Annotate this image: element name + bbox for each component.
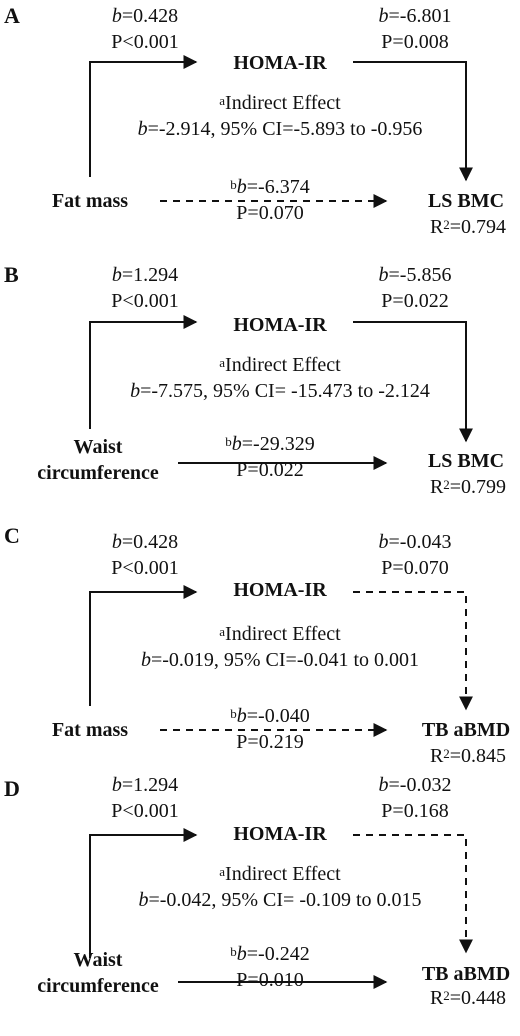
- indirect-effect-stats: b=-7.575, 95% CI= -15.473 to -2.124: [130, 380, 430, 402]
- direct-effect-p-value: P=0.022: [236, 459, 304, 481]
- indirect-effect-stats: b=-0.019, 95% CI=-0.041 to 0.001: [140, 649, 420, 671]
- panel-letter: C: [4, 523, 20, 548]
- predictor-node-line-2: circumference: [37, 975, 159, 997]
- outcome-node: LS BMC: [427, 450, 505, 472]
- r-squared: R2=0.794: [429, 216, 507, 238]
- panel-letter: A: [4, 3, 20, 28]
- predictor-node-line-1: Waist: [73, 949, 123, 971]
- direct-effect-coefficient: bb=-0.242: [230, 943, 310, 965]
- path-b-coefficient: b=-5.856: [378, 264, 452, 286]
- path-b-p-value: P=0.070: [381, 557, 449, 579]
- panel-c: C b=0.428 P<0.001 b=-0.043 P=0.070 HOMA-…: [0, 518, 520, 777]
- panel-letter: B: [4, 262, 19, 287]
- direct-effect-coefficient: bb=-0.040: [230, 705, 310, 727]
- path-a-arrow: [89, 828, 198, 958]
- path-b-arrow: [353, 61, 473, 182]
- indirect-effect-stats: b=-2.914, 95% CI=-5.893 to -0.956: [137, 118, 423, 140]
- path-a-arrow: [89, 55, 198, 177]
- path-a-p-value: P<0.001: [111, 31, 179, 53]
- path-a-coefficient: b=1.294: [111, 774, 179, 796]
- path-a-arrow: [89, 315, 198, 429]
- predictor-node-line-2: circumference: [37, 462, 159, 484]
- path-b-coefficient: b=-0.032: [378, 774, 452, 796]
- path-a-arrow: [89, 585, 198, 706]
- path-b-coefficient: b=-0.043: [378, 531, 452, 553]
- path-a-p-value: P<0.001: [111, 800, 179, 822]
- outcome-node: TB aBMD: [421, 719, 511, 741]
- predictor-node-line-1: Waist: [73, 436, 123, 458]
- direct-effect-p-value: P=0.010: [236, 969, 304, 991]
- outcome-node: LS BMC: [427, 190, 505, 212]
- r-squared: R2=0.799: [429, 476, 507, 498]
- path-b-p-value: P=0.168: [381, 800, 449, 822]
- path-a-p-value: P<0.001: [111, 290, 179, 312]
- indirect-effect-title: aIndirect Effect: [219, 354, 341, 376]
- indirect-effect-title: aIndirect Effect: [219, 92, 341, 114]
- panel-d: D b=1.294 P<0.001 b=-0.032 P=0.168 HOMA-…: [0, 774, 520, 1036]
- indirect-effect-title: aIndirect Effect: [219, 623, 341, 645]
- mediator-node: HOMA-IR: [233, 314, 327, 336]
- outcome-node: TB aBMD: [421, 963, 511, 985]
- r-squared: R2=0.845: [429, 745, 507, 767]
- direct-effect-p-value: P=0.070: [236, 202, 304, 224]
- path-a-p-value: P<0.001: [111, 557, 179, 579]
- panel-a: A b=0.428 P<0.001 b=-6.801 P=0.008 HOMA-…: [0, 0, 520, 259]
- path-a-coefficient: b=0.428: [111, 531, 179, 553]
- predictor-node: Fat mass: [51, 719, 129, 741]
- indirect-effect-title: aIndirect Effect: [219, 863, 341, 885]
- direct-effect-p-value: P=0.219: [236, 731, 304, 753]
- predictor-node: Fat mass: [51, 190, 129, 212]
- path-b-p-value: P=0.022: [381, 290, 449, 312]
- panel-b: B b=1.294 P<0.001 b=-5.856 P=0.022 HOMA-…: [0, 259, 520, 518]
- direct-effect-coefficient: bb=-6.374: [230, 176, 310, 198]
- path-b-arrow: [353, 321, 473, 443]
- path-b-coefficient: b=-6.801: [378, 5, 452, 27]
- path-a-coefficient: b=0.428: [111, 5, 179, 27]
- indirect-effect-stats: b=-0.042, 95% CI= -0.109 to 0.015: [138, 889, 422, 911]
- panel-letter: D: [4, 776, 20, 801]
- direct-effect-coefficient: bb=-29.329: [225, 433, 315, 455]
- mediator-node: HOMA-IR: [233, 579, 327, 601]
- r-squared: R2=0.448: [429, 987, 507, 1009]
- mediator-node: HOMA-IR: [233, 52, 327, 74]
- path-b-p-value: P=0.008: [381, 31, 449, 53]
- mediator-node: HOMA-IR: [233, 823, 327, 845]
- path-a-coefficient: b=1.294: [111, 264, 179, 286]
